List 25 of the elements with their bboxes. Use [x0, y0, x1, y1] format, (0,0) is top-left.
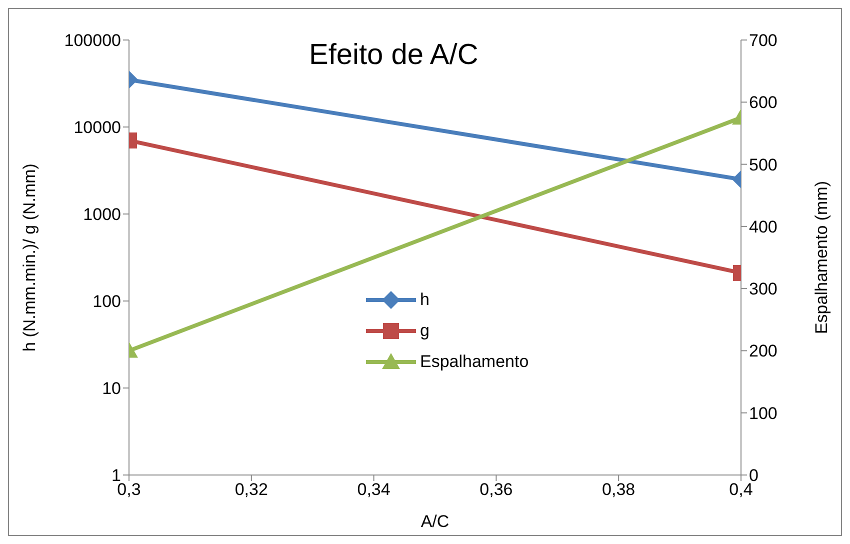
chart-title: Efeito de A/C	[309, 39, 478, 72]
x-axis-title: A/C	[420, 512, 450, 531]
y2-axis-title: Espalhamento (mm)	[812, 180, 832, 334]
y2-tick-label: 500	[749, 155, 778, 174]
x-tick-label: 0,32	[234, 480, 268, 500]
x-tick-label: 0,34	[357, 480, 390, 500]
y2-tick-label: 700	[749, 31, 778, 50]
y-axis-title: h (N.mm.min.)/ g (N.mm)	[20, 164, 40, 352]
legend-label: g	[420, 320, 430, 340]
y2-tick-label: 300	[749, 280, 778, 299]
y2-tick-label: 200	[749, 342, 778, 361]
y-tick-label: 100	[92, 292, 121, 312]
legend-label: h	[420, 290, 430, 310]
y-tick-label: 100000	[64, 31, 121, 50]
x-tick-label: 0,4	[729, 480, 753, 500]
y-tick-label: 10	[102, 379, 121, 398]
x-tick-label: 0,38	[602, 480, 636, 500]
y2-tick-label: 600	[749, 93, 778, 112]
x-tick-label: 0,36	[480, 480, 513, 500]
y-tick-label: 10000	[74, 118, 121, 138]
y2-tick-label: 400	[749, 217, 778, 236]
x-tick-label: 0,3	[117, 480, 141, 500]
legend-label: Espalhamento	[420, 352, 529, 372]
y2-tick-label: 100	[749, 404, 778, 423]
y-tick-label: 1000	[83, 205, 121, 224]
